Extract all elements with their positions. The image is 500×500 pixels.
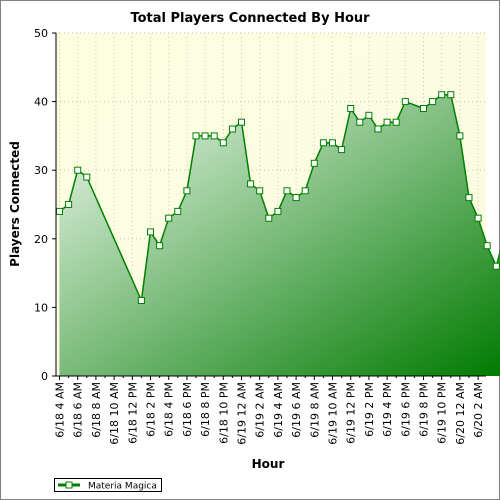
x-axis-title: Hour (252, 457, 285, 471)
x-tick-label: 6/18 4 AM (54, 382, 67, 438)
data-point (374, 125, 382, 133)
data-point (201, 132, 209, 140)
chart-title: Total Players Connected By Hour (130, 11, 370, 26)
y-tick-label: 50 (34, 27, 48, 40)
x-tick-label: 6/19 8 PM (418, 382, 431, 437)
y-tick-label: 20 (34, 233, 48, 246)
x-tick-label: 6/19 6 PM (399, 382, 412, 437)
data-point (347, 105, 355, 112)
y-axis-ticks: 0 10 20 30 40 50 (34, 27, 56, 383)
data-point (365, 111, 373, 119)
legend: Materia Magica (54, 478, 162, 492)
x-tick-label: 6/20 12 AM (454, 382, 467, 445)
x-tick-label: 6/18 10 PM (217, 382, 230, 444)
y-tick-label: 0 (41, 370, 48, 383)
data-point (474, 214, 482, 222)
data-point (420, 105, 427, 112)
x-tick-label: 6/19 10 PM (436, 382, 449, 444)
x-tick-label: 6/19 6 AM (290, 382, 303, 438)
x-tick-label: 6/19 2 AM (254, 382, 267, 438)
x-tick-label: 6/19 4 AM (272, 382, 285, 438)
x-tick-label: 6/20 2 AM (472, 382, 485, 438)
data-point (228, 125, 236, 133)
data-point (74, 166, 82, 174)
data-point (274, 207, 282, 215)
data-point (456, 132, 464, 140)
x-tick-label: 6/19 10 AM (327, 382, 340, 445)
data-point (429, 98, 437, 106)
data-point (56, 207, 63, 215)
data-point (174, 207, 182, 215)
data-point (492, 262, 500, 270)
data-point (338, 146, 346, 154)
x-tick-label: 6/18 8 PM (199, 382, 212, 437)
data-point (319, 139, 327, 147)
x-tick-label: 6/18 10 AM (108, 382, 121, 445)
data-point (310, 159, 318, 167)
data-point (183, 187, 191, 195)
legend-swatch-marker (65, 481, 73, 489)
data-point (438, 91, 446, 99)
legend-label: Materia Magica (88, 482, 157, 492)
x-tick-label: 6/18 12 PM (126, 382, 139, 444)
x-tick-label: 6/18 6 AM (72, 382, 85, 438)
x-tick-label: 6/19 12 AM (236, 382, 249, 445)
data-point (238, 118, 245, 126)
data-point (256, 187, 264, 195)
data-point (210, 132, 218, 140)
x-tick-label: 6/18 2 PM (145, 382, 158, 437)
legend-box (54, 478, 162, 492)
data-point (137, 297, 145, 304)
y-tick-label: 10 (34, 301, 48, 314)
data-point (329, 139, 336, 147)
data-point (83, 173, 91, 181)
x-tick-label: 6/18 6 PM (181, 382, 194, 437)
data-point (356, 118, 364, 126)
data-point (465, 194, 473, 202)
y-tick-label: 30 (34, 164, 48, 177)
series-area (59, 94, 500, 376)
data-point (147, 228, 154, 236)
data-point (383, 118, 391, 126)
data-point (65, 201, 73, 208)
data-points (56, 91, 500, 304)
x-tick-label: 6/19 12 PM (345, 382, 358, 444)
data-point (283, 187, 291, 195)
data-point (165, 214, 173, 222)
data-point (156, 242, 164, 250)
data-point (247, 180, 255, 188)
y-axis-title: Players Connected (8, 141, 22, 267)
data-point (301, 187, 309, 195)
x-tick-label: 6/18 8 AM (90, 382, 103, 438)
data-point (292, 194, 300, 202)
data-point (192, 132, 200, 140)
x-tick-label: 6/19 4 PM (381, 382, 394, 437)
x-tick-label: 6/19 2 PM (363, 382, 376, 437)
data-point (392, 118, 400, 126)
x-axis-ticks: 6/18 4 AM 6/18 6 AM 6/18 8 AM 6/18 10 AM 6/1… (54, 376, 485, 445)
data-point (401, 98, 409, 106)
data-point (265, 214, 273, 222)
data-point (483, 242, 491, 250)
x-tick-label: 6/18 4 PM (163, 382, 176, 437)
x-tick-label: 6/19 8 AM (308, 382, 321, 438)
data-point (447, 91, 455, 99)
data-point (219, 139, 227, 147)
y-tick-label: 40 (34, 96, 48, 109)
